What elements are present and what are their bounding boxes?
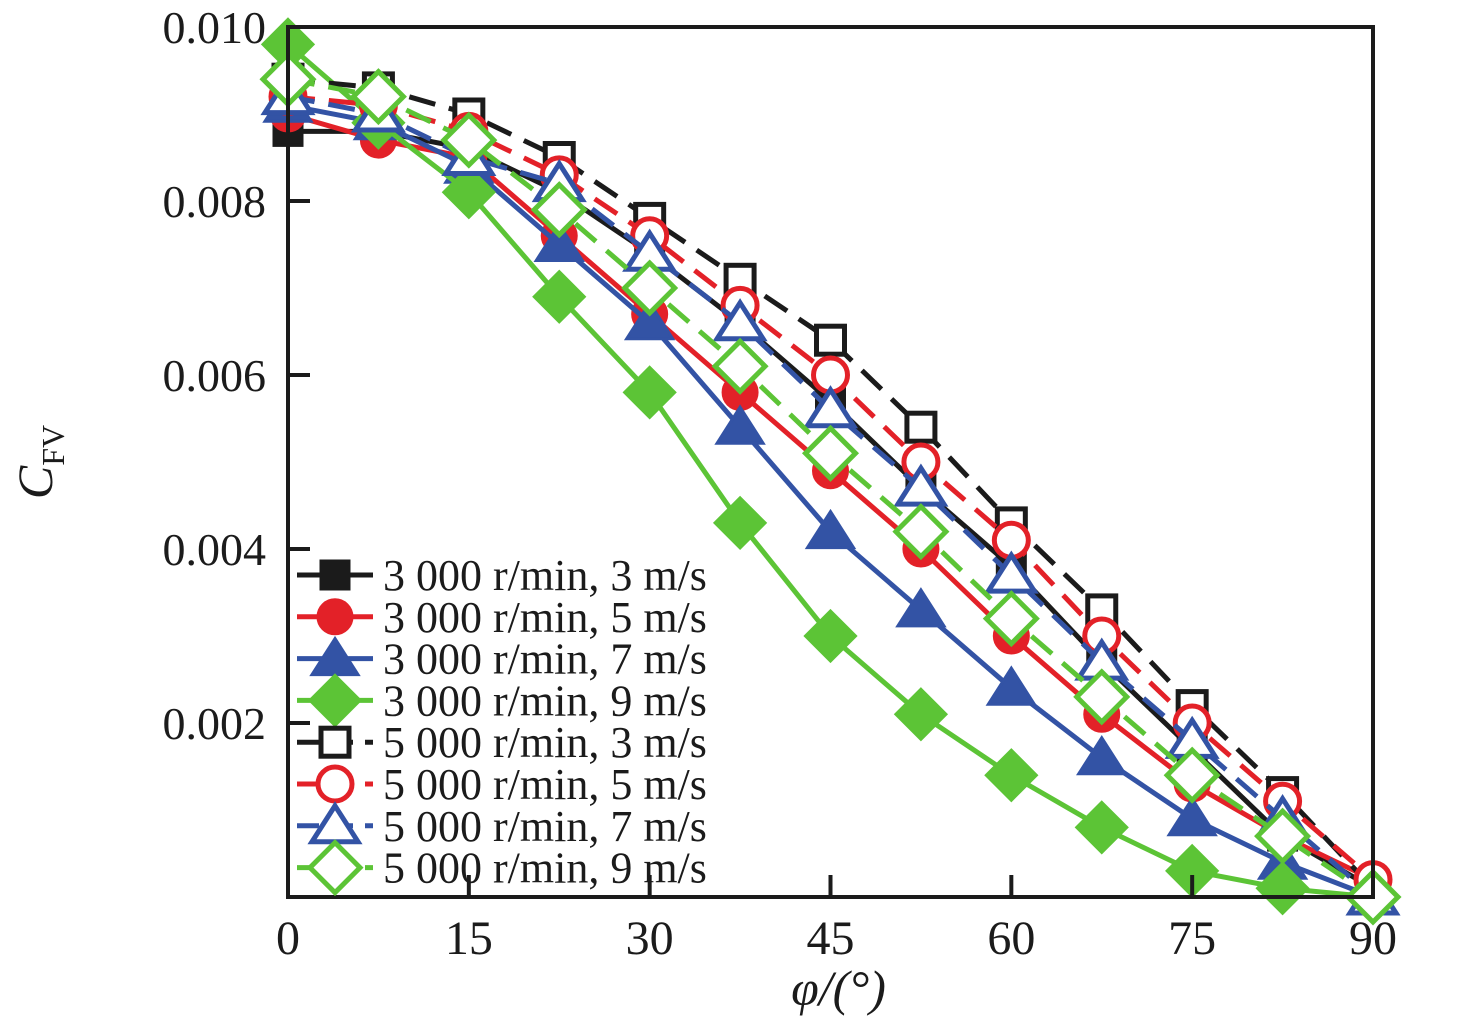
open-diamond-marker [349, 68, 407, 126]
filled-triangle-marker [533, 221, 585, 262]
filled-diamond-marker [712, 495, 768, 551]
filled-triangle-marker [714, 404, 766, 445]
filled-triangle-marker [1166, 795, 1218, 837]
open-diamond-marker [982, 590, 1040, 648]
x-tick-label: 60 [987, 912, 1035, 965]
legend-label: 5 000 r/min, 3 m/s [383, 718, 707, 767]
x-tick-label: 90 [1349, 912, 1397, 965]
y-tick-label: 0.002 [163, 698, 267, 749]
filled-square-marker [319, 559, 351, 591]
filled-diamond-marker [893, 687, 949, 742]
filled-diamond-marker [307, 673, 363, 728]
legend-label: 5 000 r/min, 7 m/s [383, 802, 707, 851]
filled-triangle-marker [895, 587, 947, 628]
y-tick-label: 0.008 [163, 176, 267, 227]
x-tick-label: 75 [1168, 912, 1216, 965]
legend-label: 3 000 r/min, 7 m/s [383, 635, 707, 684]
x-tick-label: 15 [445, 912, 493, 965]
open-circle-marker [315, 764, 355, 804]
legend-label: 5 000 r/min, 5 m/s [383, 760, 707, 809]
open-diamond-marker [530, 181, 588, 239]
legend-label: 3 000 r/min, 3 m/s [383, 551, 707, 600]
filled-diamond-marker [532, 269, 587, 324]
y-axis-title: CFV [7, 425, 71, 499]
open-diamond-marker [440, 111, 498, 169]
legend-item: 5 000 r/min, 9 m/s [297, 839, 707, 897]
open-square-marker [904, 410, 938, 444]
legend-item: 3 000 r/min, 5 m/s [297, 593, 707, 642]
y-tick-label: 0.010 [163, 2, 267, 53]
open-diamond-marker [892, 503, 950, 561]
y-tick-label: 0.004 [163, 524, 267, 575]
y-tick-label: 0.006 [163, 350, 267, 401]
open-diamond-marker [801, 424, 860, 482]
x-tick-label: 45 [807, 912, 855, 965]
filled-diamond-marker [441, 165, 496, 220]
legend-item: 5 000 r/min, 3 m/s [297, 718, 707, 767]
filled-diamond-marker [622, 365, 677, 420]
open-square-marker [318, 725, 352, 759]
filled-diamond-marker [1074, 800, 1129, 855]
open-square-marker [814, 323, 847, 357]
open-diamond-marker [306, 839, 364, 897]
legend-item: 5 000 r/min, 7 m/s [297, 801, 707, 851]
filled-triangle-marker [985, 665, 1038, 706]
legend-item: 3 000 r/min, 7 m/s [297, 635, 707, 684]
filled-diamond-marker [1255, 861, 1310, 916]
x-axis: 0 15 30 45 60 75 90 [276, 875, 1397, 965]
x-tick-label: 0 [276, 912, 300, 965]
legend: 3 000 r/min, 3 m/s3 000 r/min, 5 m/s3 00… [297, 551, 707, 897]
filled-triangle-marker [804, 508, 857, 550]
legend-label: 5 000 r/min, 9 m/s [383, 844, 707, 893]
open-diamond-marker [1163, 746, 1221, 804]
open-diamond-marker [1254, 807, 1312, 865]
legend-item: 3 000 r/min, 9 m/s [297, 673, 707, 728]
filled-triangle-marker [623, 300, 676, 341]
y-axis: 0.002 0.004 0.006 0.008 0.010 [163, 2, 310, 749]
filled-triangle-marker [1076, 735, 1128, 776]
open-diamond-marker [711, 337, 769, 395]
open-diamond-marker [621, 259, 679, 317]
legend-label: 3 000 r/min, 5 m/s [383, 593, 707, 642]
legend-item: 5 000 r/min, 5 m/s [297, 760, 707, 809]
axes: 0 15 30 45 60 75 90 0.002 0.004 0.006 0.008 0.010 φ/… [7, 2, 1397, 1016]
filled-circle-marker [316, 598, 354, 636]
legend-item: 3 000 r/min, 3 m/s [297, 551, 707, 600]
x-tick-label: 30 [626, 912, 674, 965]
legend-label: 3 000 r/min, 9 m/s [383, 676, 707, 725]
x-axis-title: φ/(°) [791, 960, 886, 1016]
filled-diamond-marker [803, 608, 858, 664]
filled-diamond-marker [984, 748, 1039, 803]
open-diamond-marker [1073, 668, 1131, 726]
